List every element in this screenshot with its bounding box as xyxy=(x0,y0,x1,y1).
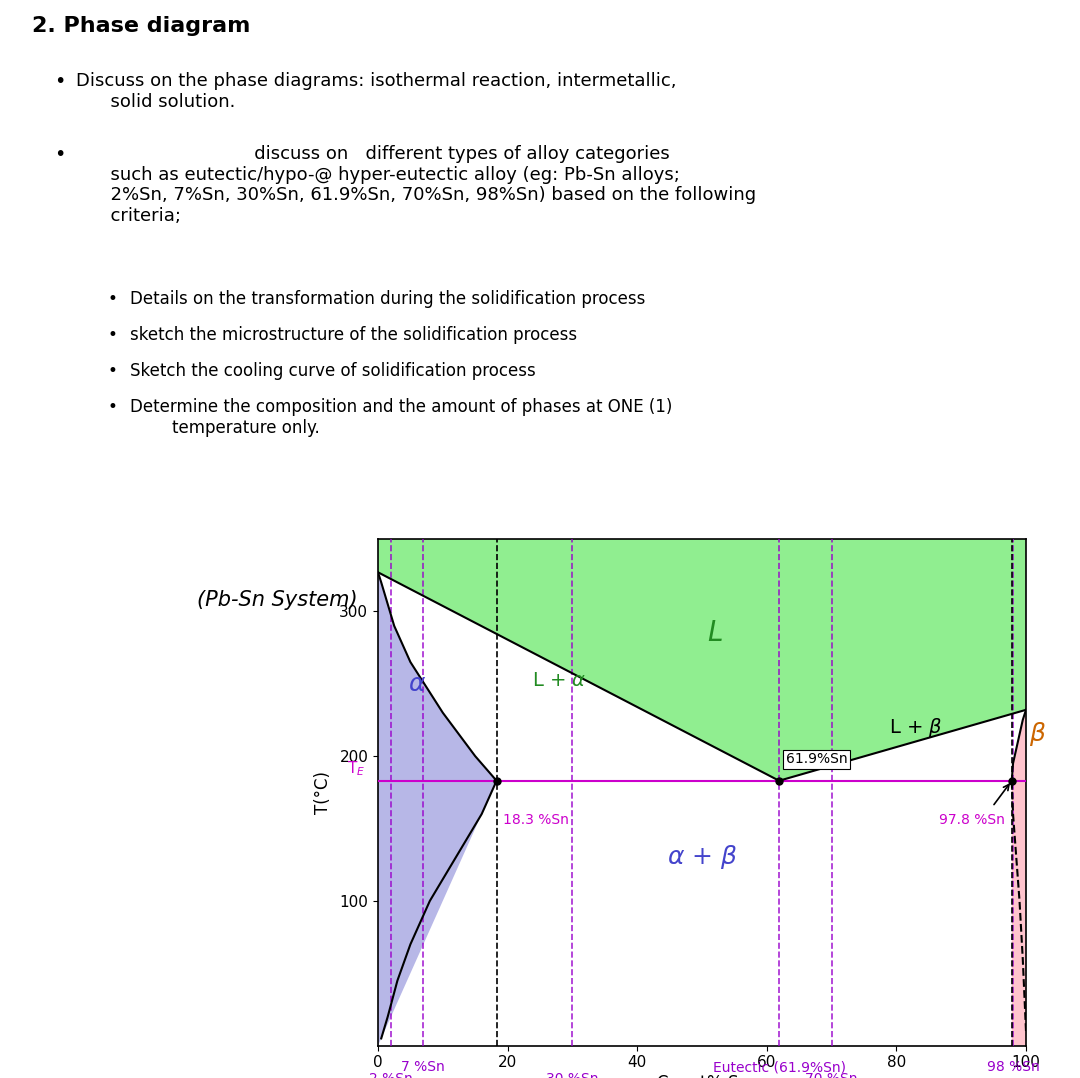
Text: Details on the transformation during the solidification process: Details on the transformation during the… xyxy=(130,290,645,307)
Text: 70 %Sn: 70 %Sn xyxy=(806,1072,858,1078)
Text: (Pb-Sn System): (Pb-Sn System) xyxy=(197,590,357,610)
Text: •: • xyxy=(108,362,118,381)
Text: •: • xyxy=(108,326,118,344)
Text: L + $\alpha$: L + $\alpha$ xyxy=(532,672,586,690)
Polygon shape xyxy=(378,539,1026,780)
Text: •: • xyxy=(108,399,118,416)
Text: •: • xyxy=(54,144,66,164)
Polygon shape xyxy=(1012,709,1026,1046)
Text: 98 %Sn: 98 %Sn xyxy=(987,1060,1039,1074)
Text: Sketch the cooling curve of solidification process: Sketch the cooling curve of solidificati… xyxy=(130,362,536,381)
Text: •: • xyxy=(108,290,118,307)
Text: sketch the microstructure of the solidification process: sketch the microstructure of the solidif… xyxy=(130,326,577,344)
Y-axis label: T(°C): T(°C) xyxy=(314,771,333,814)
X-axis label: C$_o$, wt% Sn: C$_o$, wt% Sn xyxy=(656,1074,748,1078)
Text: Discuss on the phase diagrams: isothermal reaction, intermetallic,
      solid s: Discuss on the phase diagrams: isotherma… xyxy=(76,72,676,111)
Text: 97.8 %Sn: 97.8 %Sn xyxy=(940,813,1005,827)
Text: 18.3 %Sn: 18.3 %Sn xyxy=(503,813,569,827)
Text: Eutectic (61.9%Sn): Eutectic (61.9%Sn) xyxy=(713,1060,846,1074)
Text: Determine the composition and the amount of phases at ONE (1)
        temperatur: Determine the composition and the amount… xyxy=(130,399,672,438)
Text: 2 %Sn: 2 %Sn xyxy=(369,1072,413,1078)
Text: •: • xyxy=(54,72,66,92)
Text: L: L xyxy=(707,619,723,647)
Text: T$_E$: T$_E$ xyxy=(347,759,365,778)
Text: L + $\beta$: L + $\beta$ xyxy=(889,716,943,738)
Text: 2. Phase diagram: 2. Phase diagram xyxy=(32,15,251,36)
Text: 30 %Sn: 30 %Sn xyxy=(546,1072,598,1078)
Polygon shape xyxy=(378,572,497,1046)
Text: $\alpha$ + $\beta$: $\alpha$ + $\beta$ xyxy=(666,843,738,871)
Text: 7 %Sn: 7 %Sn xyxy=(402,1060,445,1074)
Text: discuss on   different types of alloy categories
      such as eutectic/hypo-@ h: discuss on different types of alloy cate… xyxy=(76,144,756,225)
Text: $\alpha$: $\alpha$ xyxy=(408,672,426,695)
Text: $\beta$: $\beta$ xyxy=(1029,720,1047,748)
Text: 61.9%Sn: 61.9%Sn xyxy=(785,752,847,766)
